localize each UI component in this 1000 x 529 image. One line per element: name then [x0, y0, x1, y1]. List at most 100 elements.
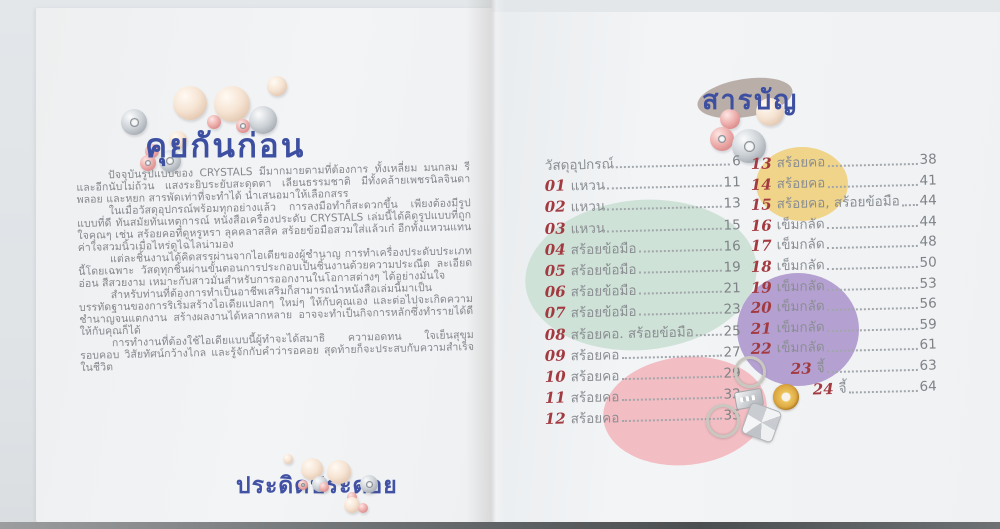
toc-entry-label: สร้อยคอ — [776, 154, 826, 172]
toc-entry-label: สร้อยข้อมือ — [570, 240, 637, 259]
toc-entry-number: 22 — [750, 339, 772, 358]
toc-entry-number: 06 — [544, 282, 566, 302]
dotted-leader — [607, 227, 722, 233]
dotted-leader — [826, 368, 918, 373]
pearl-icon — [169, 131, 187, 149]
toc-entry-number: 02 — [544, 198, 566, 217]
dotted-leader — [621, 354, 722, 360]
dotted-leader — [826, 306, 918, 311]
toc-entry-label: แหวน — [570, 177, 606, 195]
toc-entry-number: 01 — [544, 176, 566, 196]
toc-entry-label: เข็มกลัด — [776, 298, 825, 316]
toc-entry-page: 38 — [919, 151, 937, 168]
toc-entry-page: 27 — [723, 343, 741, 361]
toc-entry-page: 59 — [919, 316, 937, 333]
pearl-icon — [207, 115, 221, 129]
pearl-icon — [710, 127, 734, 151]
dotted-leader — [827, 183, 918, 188]
pearl-icon — [360, 475, 378, 493]
toc-entry-label: สร้อยคอ — [570, 410, 620, 428]
left-page-title: คุยกันก่อน — [145, 126, 306, 165]
pearl-icon — [249, 106, 277, 134]
toc-entry-number: 18 — [750, 257, 772, 276]
pearl-icon — [344, 497, 360, 513]
pearl-icon — [319, 482, 329, 492]
left-page — [36, 8, 492, 522]
toc-entry-label: สร้อยคอ — [570, 389, 620, 407]
book-bottom-edge — [0, 522, 1000, 529]
pearl-icon — [283, 454, 293, 464]
toc-entry-label: สร้อยคอ — [776, 175, 826, 193]
pearl-icon — [301, 458, 323, 480]
toc-entry-number: 05 — [544, 261, 566, 281]
pearl-icon — [298, 480, 308, 490]
yellow-ellipse-decoration — [756, 147, 848, 221]
intro-paragraphs: ปัจจุบันรูปแบบของ CRYSTALS มีมากมายตามที… — [76, 161, 475, 374]
toc-entry-label: แหวน — [570, 198, 606, 216]
toc-entry-page: 50 — [919, 254, 937, 271]
pearl-icon — [732, 129, 766, 163]
toc-left-column: วัสดุอุปกรณ์ 6 01 แหวน 11 02 แหวน 13 03 … — [544, 152, 741, 429]
dotted-leader — [826, 327, 918, 332]
toc-entry-page: 41 — [919, 172, 937, 189]
pearl-icon — [267, 76, 287, 96]
toc-entry-number: 14 — [750, 174, 772, 194]
pearl-icon — [358, 503, 368, 513]
dotted-leader — [616, 163, 731, 169]
toc-entry-label: จี้ — [816, 360, 825, 377]
toc-entry-number: 10 — [544, 367, 566, 387]
toc-entry-number: 20 — [750, 298, 772, 317]
pearl-icon — [327, 460, 351, 484]
toc-entry-page: 64 — [919, 378, 937, 395]
dotted-leader — [826, 286, 918, 291]
toc-entry-number: 21 — [750, 318, 772, 338]
toc-entry-number: 16 — [750, 215, 772, 235]
pearl-icon — [720, 109, 740, 129]
dotted-leader — [826, 347, 918, 353]
toc-entry-label: เข็มกลัด — [776, 236, 825, 255]
dotted-leader — [826, 224, 918, 229]
pearl-icon — [214, 86, 250, 122]
toc-entry-page: 19 — [723, 258, 741, 276]
toc-entry-page: 63 — [919, 357, 937, 374]
toc-entry-number: 11 — [544, 388, 566, 408]
pearl-icon — [121, 109, 147, 135]
toc-entry-label: เข็มกลัด — [776, 257, 825, 275]
toc-entry-page: 11 — [723, 174, 741, 191]
toc-entry-number: 07 — [544, 303, 566, 323]
silver-ring-photo — [734, 356, 766, 388]
toc-entry-number: 23 — [790, 359, 812, 378]
pearl-icon — [159, 150, 181, 172]
toc-entry-page: 13 — [723, 195, 741, 212]
toc-entry-number: 04 — [544, 240, 566, 259]
toc-entry-page: 23 — [723, 301, 741, 318]
toc-entry-label: สร้อยคอ — [570, 346, 620, 365]
dotted-leader — [827, 162, 918, 167]
toc-entry-page: 25 — [723, 322, 741, 339]
pearl-icon — [140, 155, 156, 171]
dotted-leader — [638, 312, 722, 317]
toc-entry-page: 61 — [919, 336, 937, 354]
dotted-leader — [848, 389, 918, 393]
toc-entry-number: 19 — [750, 277, 772, 297]
toc-right-column: 13 สร้อยคอ 38 14 สร้อยคอ 41 15 สร้อยคอ, … — [751, 151, 937, 398]
toc-entry-label: สร้อยคอ — [570, 368, 620, 386]
toc-entry-page: 16 — [723, 237, 741, 255]
dotted-leader — [621, 396, 722, 402]
toc-title: สารบัญ — [702, 85, 799, 116]
toc-entry-page: 53 — [919, 275, 937, 292]
toc-entry-page: 44 — [919, 192, 937, 210]
dotted-leader — [638, 269, 722, 274]
dotted-leader — [695, 333, 722, 336]
pearl-icon — [173, 86, 207, 120]
dotted-leader — [621, 375, 722, 381]
pearl-icon — [236, 119, 250, 133]
toc-entry-number: 24 — [812, 379, 834, 398]
toc-entry-number: 09 — [544, 346, 566, 365]
toc-entry-page: 15 — [723, 216, 741, 233]
toc-entry-number: 13 — [750, 154, 772, 173]
toc-entry-number: 15 — [750, 195, 772, 214]
toc-entry-page: 56 — [919, 295, 937, 313]
toc-entry-label: เข็มกลัด — [776, 339, 825, 358]
toc-entry-number: 12 — [544, 409, 566, 429]
